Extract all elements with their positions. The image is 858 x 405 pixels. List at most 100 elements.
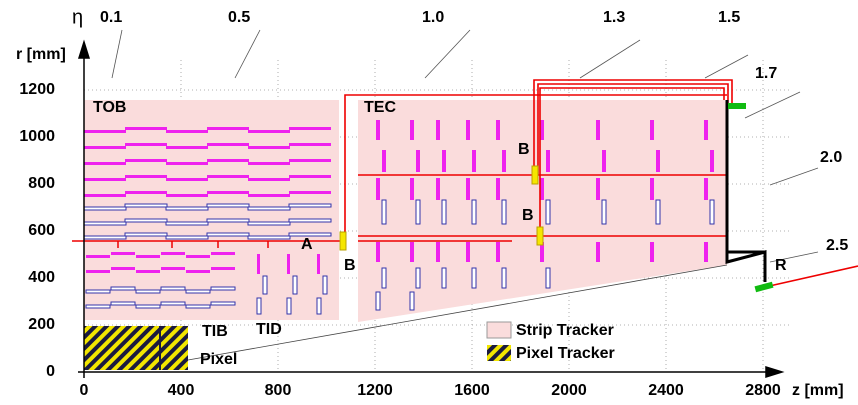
module [247,221,291,226]
module [166,162,208,165]
modules [83,120,715,315]
module [111,252,135,255]
module [206,203,250,208]
module [655,199,661,225]
module [471,267,477,289]
module [166,178,208,181]
module [84,194,126,197]
module [704,120,708,140]
module [110,301,136,306]
region-label: TOB [93,99,126,116]
module [160,286,186,291]
module [496,242,500,262]
module [288,218,332,223]
module [601,199,607,225]
tib-supports [117,241,269,248]
module [110,286,136,291]
legend-swatch [486,321,512,339]
module [289,127,331,130]
module [466,242,470,262]
module [83,221,127,226]
module [656,150,660,172]
module [410,242,414,262]
module [376,178,380,200]
module [540,120,544,140]
eta-labels: 0.1 0.5 1.0 1.3 1.5 1.7 2.0 2.5 [100,9,848,254]
module [415,267,421,289]
y-tick-label: 800 [28,175,55,192]
x-axis-label: z [mm] [792,382,844,399]
module [466,178,470,200]
module [596,242,600,262]
module [136,255,160,258]
module [442,150,446,172]
module [596,120,600,140]
module [124,218,168,223]
module [289,159,331,162]
module [704,242,708,262]
module [166,194,208,197]
marker-label: B [518,141,530,158]
x-tick-label: 800 [265,382,292,399]
module [288,232,332,237]
marker-label: R [775,257,787,274]
axes [77,39,785,379]
module [381,267,387,289]
region-label: TID [256,321,282,338]
module [210,286,236,291]
legend-swatch [487,345,511,361]
module [85,304,111,309]
tec-region [358,100,727,322]
region-label: TIB [202,323,228,340]
module [292,275,298,295]
x-tick-label: 0 [80,382,89,399]
module [86,270,110,273]
module [125,159,167,162]
eta-label: 0.1 [100,9,122,26]
b-markers [339,165,544,251]
module [441,267,447,289]
module [472,150,476,172]
module [125,127,167,130]
eta-label: 1.7 [755,65,777,82]
module [286,297,292,315]
module [436,178,440,200]
x-tick-label: 1200 [357,382,393,399]
module [704,178,708,200]
module [247,206,291,211]
module [185,289,211,294]
y-tick-label: 400 [28,269,55,286]
eta-symbol: η [72,6,83,28]
module [207,159,249,162]
module [125,191,167,194]
module [83,235,127,240]
module [84,130,126,133]
module [160,301,186,306]
legend-label: Strip Tracker [516,322,614,339]
module [316,297,322,315]
y-tick-label: 1200 [19,81,55,98]
module [410,120,414,140]
module [206,218,250,223]
module [84,146,126,149]
module [262,275,268,295]
tec-backplate [725,100,767,282]
module [650,178,654,200]
module [710,150,714,172]
module [135,304,161,309]
module [83,206,127,211]
module [84,178,126,181]
module [135,289,161,294]
module [84,162,126,165]
module [502,150,506,172]
module [111,267,135,270]
module [546,150,550,172]
y-tick-label: 0 [46,363,55,380]
module [545,199,551,225]
module [322,275,328,295]
module [210,301,236,306]
module [416,150,420,172]
module [409,291,415,311]
eta-lines [111,29,819,263]
module [166,146,208,149]
